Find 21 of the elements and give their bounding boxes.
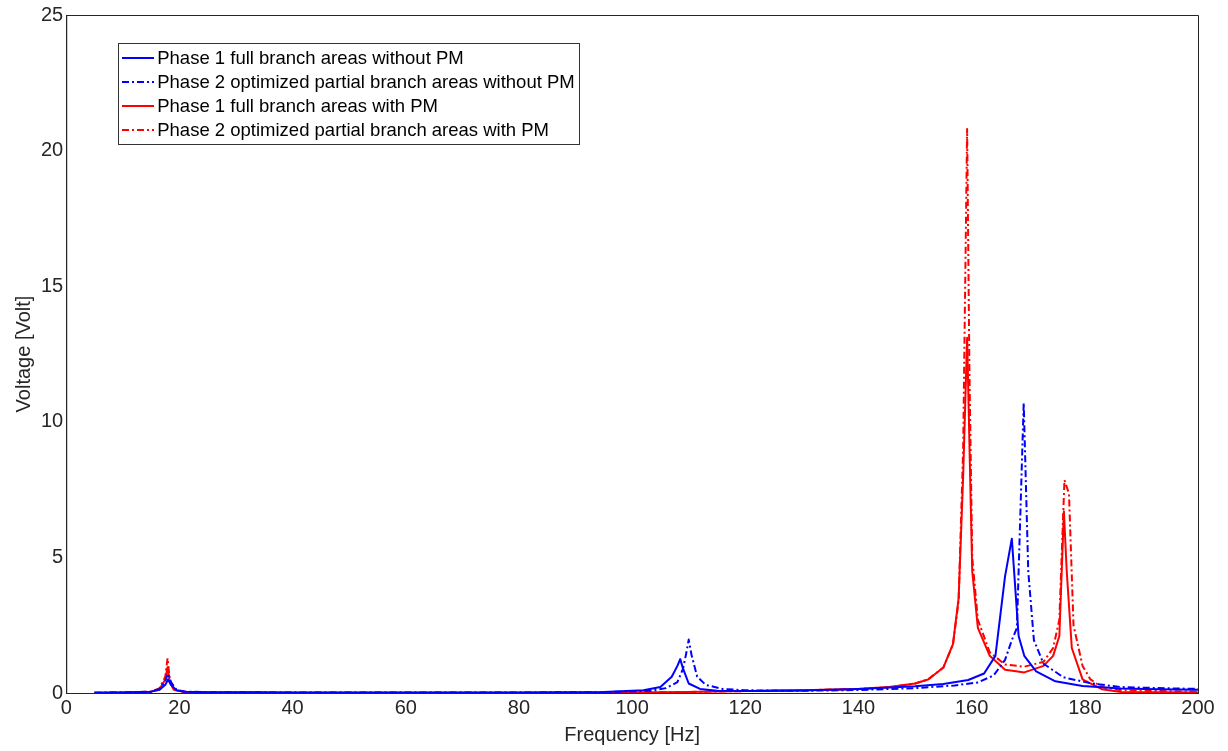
y-tick-label: 20 xyxy=(41,138,64,161)
legend-label: Phase 2 optimized partial branch areas without PM xyxy=(157,70,575,94)
x-tick-label: 80 xyxy=(507,695,531,718)
x-tick-label: 100 xyxy=(615,695,649,718)
y-tick-label: 15 xyxy=(41,273,64,296)
x-tick-label: 160 xyxy=(954,695,989,718)
y-tick-label: 10 xyxy=(41,409,64,432)
y-tick-label: 5 xyxy=(52,544,64,567)
legend-label: Phase 1 full branch areas without PM xyxy=(157,46,464,70)
y-tick-label: 25 xyxy=(41,2,64,25)
legend-label: Phase 1 full branch areas with PM xyxy=(157,94,438,118)
x-tick-label: 60 xyxy=(394,695,417,718)
legend-label: Phase 2 optimized partial branch areas with PM xyxy=(157,118,550,142)
x-tick-label: 40 xyxy=(281,695,304,718)
x-tick-label: 200 xyxy=(1181,695,1215,718)
x-tick-label: 140 xyxy=(841,695,876,718)
y-axis-title: Voltage [Volt] xyxy=(11,295,34,413)
x-tick-label: 120 xyxy=(728,695,762,718)
x-tick-label: 20 xyxy=(168,695,191,718)
x-tick-label: 180 xyxy=(1068,695,1102,718)
x-axis-title: Frequency [Hz] xyxy=(564,722,700,745)
